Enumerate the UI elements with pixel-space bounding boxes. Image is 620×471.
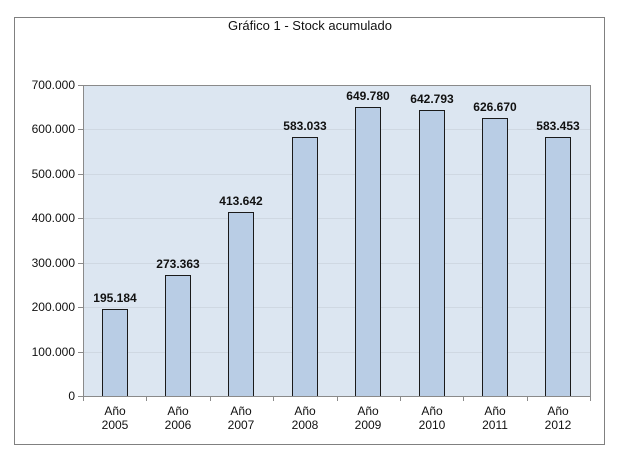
gridline (84, 352, 590, 353)
data-label: 642.793 (410, 92, 454, 106)
data-label: 195.184 (93, 291, 137, 305)
y-tick (78, 129, 83, 130)
x-axis (83, 396, 591, 397)
data-label: 649.780 (346, 89, 390, 103)
x-tick (463, 396, 464, 401)
data-label: 273.363 (156, 257, 200, 271)
x-tick (83, 396, 84, 401)
bar (545, 137, 571, 397)
x-tick (146, 396, 147, 401)
bar (292, 137, 318, 397)
y-tick-label: 300.000 (31, 256, 75, 270)
chart-title: Gráfico 1 - Stock acumulado (227, 18, 393, 33)
y-tick-label: 500.000 (31, 167, 75, 181)
y-tick (78, 352, 83, 353)
y-tick (78, 218, 83, 219)
gridline (84, 307, 590, 308)
y-tick-label: 400.000 (31, 211, 75, 225)
x-tick-label: Año 2012 (526, 404, 590, 432)
y-tick-label: 600.000 (31, 122, 75, 136)
x-tick-label: Año 2005 (83, 404, 147, 432)
y-tick (78, 85, 83, 86)
y-tick (78, 307, 83, 308)
x-label-line-2: 2011 (482, 418, 508, 432)
x-label-line-1: Año (547, 404, 569, 418)
x-tick-label: Año 2009 (336, 404, 400, 432)
x-label-line-2: 2010 (418, 418, 446, 432)
gridline (84, 174, 590, 175)
x-label-line-1: Año (104, 404, 126, 418)
y-tick (78, 263, 83, 264)
x-tick-label: Año 2006 (146, 404, 210, 432)
data-label: 413.642 (219, 194, 263, 208)
bar (102, 309, 128, 397)
bar (228, 212, 254, 397)
x-tick (400, 396, 401, 401)
bar (482, 118, 508, 397)
x-tick (273, 396, 274, 401)
x-label-line-2: 2005 (101, 418, 129, 432)
y-tick-label: 200.000 (31, 300, 75, 314)
x-tick (527, 396, 528, 401)
x-label-line-1: Año (294, 404, 316, 418)
x-label-line-2: 2009 (354, 418, 382, 432)
y-tick-label: 100.000 (31, 345, 75, 359)
x-label-line-1: Año (421, 404, 443, 418)
data-label: 583.033 (283, 119, 327, 133)
data-label: 626.670 (473, 100, 517, 114)
x-label-line-2: 2012 (544, 418, 572, 432)
x-tick (210, 396, 211, 401)
data-label: 583.453 (536, 119, 580, 133)
y-tick (78, 174, 83, 175)
gridline (84, 263, 590, 264)
x-label-line-1: Año (167, 404, 189, 418)
x-tick-label: Año 2007 (209, 404, 273, 432)
x-tick-label: Año 2011 (463, 404, 527, 432)
x-label-line-1: Año (230, 404, 252, 418)
y-axis (83, 85, 84, 397)
y-tick-label: 0 (68, 389, 75, 403)
y-tick (78, 396, 83, 397)
y-tick-label: 700.000 (31, 78, 75, 92)
x-label-line-1: Año (357, 404, 379, 418)
x-tick-label: Año 2010 (400, 404, 464, 432)
x-label-line-2: 2007 (227, 418, 255, 432)
bar (419, 110, 445, 397)
x-label-line-1: Año (484, 404, 506, 418)
x-label-line-2: 2006 (164, 418, 192, 432)
x-tick (590, 396, 591, 401)
gridline (84, 218, 590, 219)
bar (355, 107, 381, 397)
x-tick-label: Año 2008 (273, 404, 337, 432)
gridline (84, 129, 590, 130)
x-label-line-2: 2008 (291, 418, 319, 432)
x-tick (337, 396, 338, 401)
bar (165, 275, 191, 397)
